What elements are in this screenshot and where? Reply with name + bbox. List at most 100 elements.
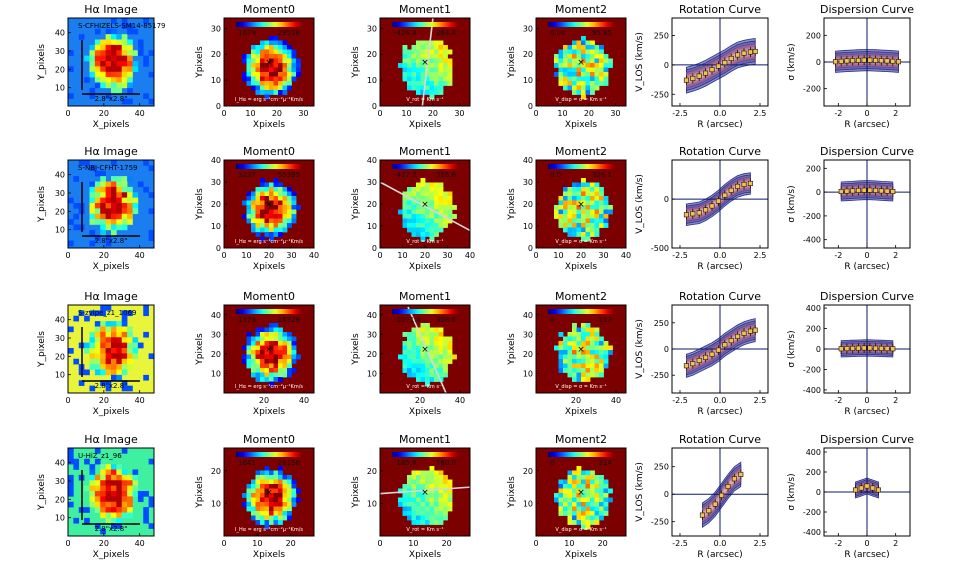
map-pixel xyxy=(246,196,252,201)
map-pixel xyxy=(273,58,279,64)
map-pixel xyxy=(278,350,283,355)
ha-pixel xyxy=(100,501,106,508)
map-pixel xyxy=(407,332,412,337)
ha-pixel xyxy=(100,55,106,62)
map-pixel xyxy=(447,336,453,342)
map-pixel xyxy=(425,332,430,337)
map-pixel xyxy=(411,214,417,219)
map-pixel xyxy=(567,76,573,82)
map-pixel xyxy=(260,511,265,516)
map-pixel xyxy=(416,90,421,95)
map-pixel xyxy=(438,187,444,192)
ha-pixel xyxy=(105,213,112,220)
map-pixel xyxy=(558,200,564,206)
map-pixel xyxy=(599,223,604,228)
data-point xyxy=(696,73,702,79)
ha-pixel xyxy=(111,517,117,524)
map-pixel xyxy=(416,209,421,215)
map-pixel xyxy=(585,58,591,64)
y-tick-label: 10 xyxy=(211,222,221,231)
map-pixel xyxy=(273,191,279,197)
map-pixel xyxy=(269,493,274,498)
map-pixel xyxy=(260,187,265,192)
map-pixel xyxy=(411,484,417,489)
centre-marker: × xyxy=(577,345,585,355)
map-pixel xyxy=(411,363,417,369)
map-pixel xyxy=(447,218,453,224)
ha-pixel xyxy=(89,331,96,338)
map-pixel xyxy=(282,484,288,489)
ha-pixel xyxy=(132,197,139,204)
map-pixel xyxy=(260,354,265,360)
map-pixel xyxy=(411,209,417,215)
map-pixel xyxy=(425,81,430,86)
ha-pixel xyxy=(94,55,101,62)
map-pixel xyxy=(572,372,577,378)
map-pixel xyxy=(594,85,600,91)
ha-pixel xyxy=(127,28,133,35)
ha-pixel xyxy=(100,208,106,215)
map-pixel xyxy=(255,475,261,480)
galaxy-name: U-HiZ_z1_96 xyxy=(78,452,122,460)
map-pixel xyxy=(443,345,448,351)
colorbar-max: 180.0 xyxy=(436,459,456,467)
map-pixel xyxy=(264,470,270,476)
map-pixel xyxy=(246,200,252,206)
y-axis-label: Ypixels xyxy=(195,476,205,509)
map-pixel xyxy=(287,511,292,516)
map-pixel xyxy=(402,54,408,59)
map-pixel xyxy=(282,345,288,351)
map-pixel xyxy=(429,54,435,59)
map-pixel xyxy=(572,54,577,59)
map-pixel xyxy=(572,354,577,360)
map-pixel xyxy=(260,515,265,521)
map-pixel xyxy=(411,196,417,201)
data-point xyxy=(873,187,879,193)
map-pixel xyxy=(563,350,568,355)
ha-pixel xyxy=(111,523,117,529)
map-pixel xyxy=(603,345,609,351)
map-pixel xyxy=(264,209,270,215)
map-pixel xyxy=(572,218,577,224)
map-pixel xyxy=(282,350,288,355)
map-pixel xyxy=(594,63,600,68)
ha-pixel xyxy=(73,315,80,322)
map-pixel xyxy=(567,54,573,59)
map-pixel xyxy=(260,54,265,59)
map-pixel xyxy=(558,332,564,337)
colorbar-max: 26156 xyxy=(278,459,301,467)
ha-pixel xyxy=(132,50,139,56)
ha-pixel xyxy=(111,181,117,188)
y-tick-label: 20 xyxy=(523,200,533,209)
y-axis-label: σ (km/s) xyxy=(787,330,797,367)
map-pixel xyxy=(420,209,426,215)
map-pixel xyxy=(278,205,283,210)
map-pixel xyxy=(278,470,283,476)
map-pixel xyxy=(278,232,283,237)
map-pixel xyxy=(443,336,448,342)
ha-pixel xyxy=(100,305,106,311)
map-pixel xyxy=(287,214,292,219)
map-pixel xyxy=(402,332,408,337)
map-pixel xyxy=(411,223,417,228)
ha-pixel xyxy=(111,213,117,220)
map-pixel xyxy=(576,227,582,233)
ha-pixel xyxy=(143,310,149,317)
map-pixel xyxy=(567,502,573,507)
ha-pixel xyxy=(105,369,112,376)
map-pixel xyxy=(242,214,247,219)
ha-pixel xyxy=(84,55,90,62)
map-pixel xyxy=(407,363,412,369)
map-pixel xyxy=(416,368,421,373)
map-pixel xyxy=(599,200,604,206)
map-pixel xyxy=(563,63,568,68)
map-pixel xyxy=(443,54,448,59)
ha-pixel xyxy=(116,464,123,470)
map-pixel xyxy=(278,363,283,369)
map-pixel xyxy=(567,484,573,489)
map-pixel xyxy=(599,67,604,73)
map-pixel xyxy=(581,94,586,100)
